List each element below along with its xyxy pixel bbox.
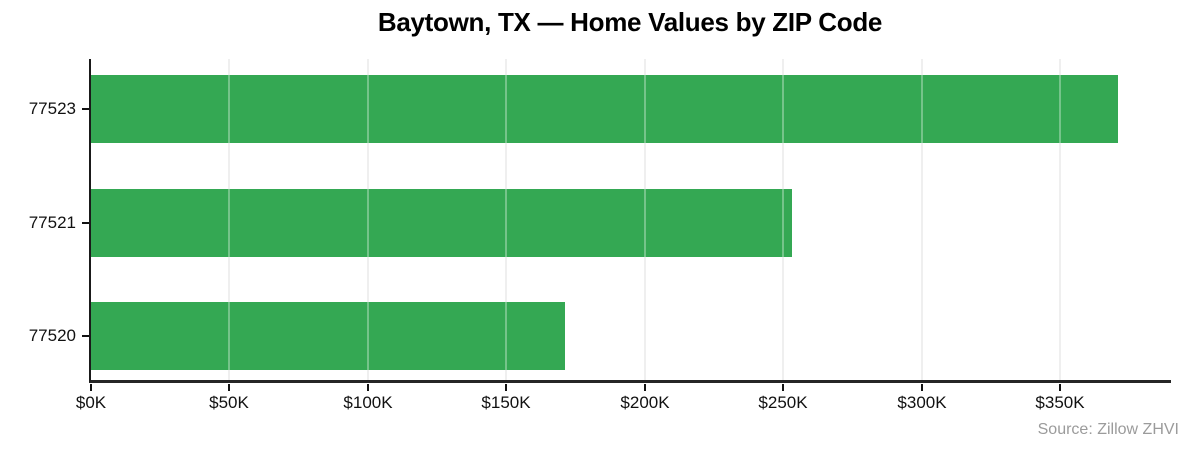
x-tick-mark — [644, 384, 646, 391]
x-tick-label: $200K — [620, 393, 670, 412]
x-tick-label: $300K — [897, 393, 947, 412]
gridline — [921, 59, 923, 380]
x-tick-label: $150K — [481, 393, 531, 412]
source-note: Source: Zillow ZHVI — [1037, 421, 1179, 438]
y-tick-mark — [82, 222, 89, 224]
chart-title: Baytown, TX — Home Values by ZIP Code — [377, 7, 883, 37]
gridline-overlay — [505, 59, 507, 380]
y-tick-label: 77523 — [28, 99, 76, 118]
x-tick-label: $100K — [343, 393, 393, 412]
x-tick-mark — [90, 384, 92, 391]
x-tick-mark — [505, 384, 507, 391]
y-tick-label: 77520 — [28, 326, 76, 345]
gridline-overlay — [1059, 59, 1061, 380]
gridline-overlay — [644, 59, 646, 380]
gridline-overlay — [367, 59, 369, 380]
gridline — [1059, 59, 1061, 380]
plot-area — [89, 59, 1171, 383]
gridline-overlay — [921, 59, 923, 380]
x-tick-label: $0K — [75, 393, 107, 412]
gridline-overlay — [782, 59, 784, 380]
y-tick-mark — [82, 108, 89, 110]
x-tick-label: $250K — [758, 393, 808, 412]
y-tick-label: 77521 — [28, 213, 76, 232]
x-tick-mark — [921, 384, 923, 391]
x-tick-mark — [228, 384, 230, 391]
gridline-overlay — [228, 59, 230, 380]
y-tick-mark — [82, 335, 89, 337]
x-tick-label: $350K — [1035, 393, 1085, 412]
x-tick-mark — [367, 384, 369, 391]
bar-77521 — [91, 189, 792, 257]
x-tick-mark — [1059, 384, 1061, 391]
bar-77520 — [91, 302, 565, 370]
x-tick-mark — [782, 384, 784, 391]
x-tick-label: $50K — [209, 393, 249, 412]
bar-77523 — [91, 75, 1119, 143]
